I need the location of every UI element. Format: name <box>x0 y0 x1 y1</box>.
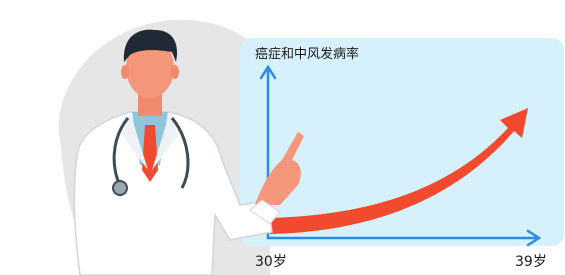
chart-panel <box>240 38 564 246</box>
y-axis-label: 癌症和中风发病率 <box>255 46 359 62</box>
x-start-label: 30岁 <box>255 254 287 270</box>
x-end-label: 39岁 <box>515 254 547 270</box>
illustration: 癌症和中风发病率 30岁 39岁 (() => { const data = J… <box>0 0 565 275</box>
